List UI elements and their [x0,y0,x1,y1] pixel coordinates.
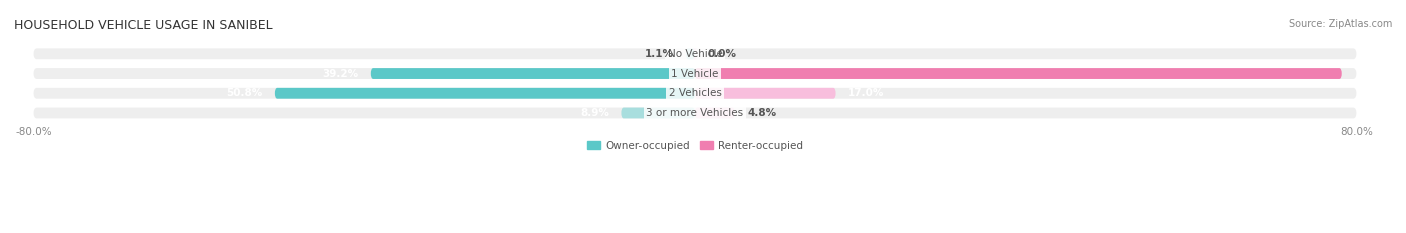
Text: 3 or more Vehicles: 3 or more Vehicles [647,108,744,118]
Text: 1.1%: 1.1% [644,49,673,59]
FancyBboxPatch shape [686,48,695,59]
Text: 8.9%: 8.9% [581,108,609,118]
Text: 2 Vehicles: 2 Vehicles [668,88,721,98]
Text: 50.8%: 50.8% [226,88,263,98]
Text: 0.0%: 0.0% [707,49,737,59]
Text: 78.2%: 78.2% [1354,69,1391,79]
Text: 39.2%: 39.2% [322,69,359,79]
FancyBboxPatch shape [34,88,1357,99]
FancyBboxPatch shape [34,68,1357,79]
Text: 17.0%: 17.0% [848,88,884,98]
Legend: Owner-occupied, Renter-occupied: Owner-occupied, Renter-occupied [583,137,807,155]
FancyBboxPatch shape [34,48,1357,59]
Text: 1 Vehicle: 1 Vehicle [671,69,718,79]
Text: No Vehicle: No Vehicle [668,49,723,59]
Text: HOUSEHOLD VEHICLE USAGE IN SANIBEL: HOUSEHOLD VEHICLE USAGE IN SANIBEL [14,19,273,32]
FancyBboxPatch shape [695,88,835,99]
Text: Source: ZipAtlas.com: Source: ZipAtlas.com [1288,19,1392,29]
FancyBboxPatch shape [34,108,1357,118]
FancyBboxPatch shape [371,68,695,79]
Text: 4.8%: 4.8% [747,108,776,118]
FancyBboxPatch shape [693,48,697,59]
FancyBboxPatch shape [695,108,735,118]
FancyBboxPatch shape [695,68,1341,79]
FancyBboxPatch shape [274,88,695,99]
FancyBboxPatch shape [621,108,695,118]
